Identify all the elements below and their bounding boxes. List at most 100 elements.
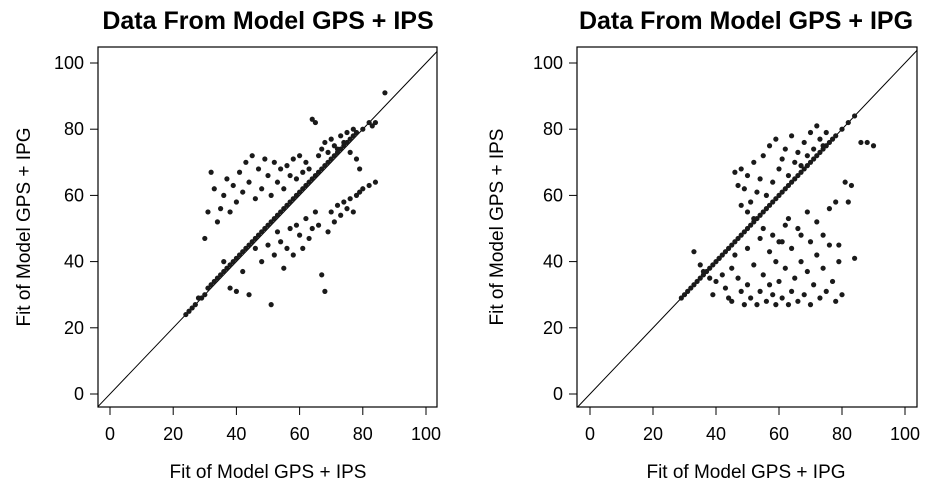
- left-data-point: [218, 272, 224, 278]
- right-data-point: [770, 199, 776, 205]
- left-data-point: [202, 235, 208, 242]
- right-data-point: [744, 245, 751, 251]
- left-data-point: [192, 302, 198, 308]
- right-data-point: [700, 268, 707, 275]
- left-data-point: [350, 133, 356, 139]
- left-data-point: [306, 235, 312, 242]
- right-data-point: [779, 295, 785, 301]
- left-data-point: [309, 116, 315, 122]
- right-data-point: [798, 169, 804, 175]
- right-data-point: [798, 232, 804, 238]
- left-x-tick-label: 20: [163, 424, 183, 444]
- left-data-point: [338, 133, 344, 139]
- right-data-point: [804, 153, 810, 159]
- right-data-point: [694, 278, 700, 285]
- right-data-point: [814, 252, 820, 258]
- right-data-point: [757, 235, 763, 242]
- left-data-point: [344, 206, 350, 212]
- left-data-point: [315, 153, 322, 159]
- right-data-point: [826, 139, 833, 146]
- right-data-point: [779, 156, 785, 162]
- right-data-point: [817, 149, 823, 155]
- right-data-point: [741, 186, 747, 192]
- right-data-point: [817, 136, 823, 142]
- right-data-point: [842, 179, 848, 185]
- left-data-point: [306, 166, 312, 172]
- right-data-point: [795, 172, 801, 179]
- right-data-point: [817, 295, 823, 301]
- left-data-point: [240, 189, 246, 195]
- left-data-point: [300, 169, 306, 175]
- left-data-point: [271, 215, 277, 222]
- left-data-point: [230, 182, 236, 189]
- right-data-point: [789, 288, 795, 294]
- right-data-point: [826, 242, 833, 248]
- right-y-tick-label: 60: [543, 185, 563, 205]
- right-data-point: [833, 133, 839, 139]
- left-data-point: [249, 239, 255, 245]
- left-data-point: [262, 225, 268, 232]
- right-data-point: [722, 285, 729, 291]
- left-data-point: [297, 232, 303, 238]
- right-data-point: [807, 129, 814, 136]
- left-x-tick-label: 80: [353, 424, 373, 444]
- left-data-point: [353, 192, 360, 198]
- left-data-point: [259, 259, 265, 265]
- right-data-point: [776, 166, 782, 172]
- right-y-tick-label: 20: [543, 318, 563, 338]
- right-y-tick-label: 40: [543, 252, 563, 272]
- left-data-point: [303, 182, 309, 189]
- right-data-point: [719, 252, 725, 258]
- right-plot-frame: [576, 46, 918, 408]
- left-data-point: [297, 153, 303, 159]
- right-data-point: [748, 222, 754, 228]
- left-data-point: [205, 209, 211, 215]
- left-data-point: [315, 222, 322, 228]
- right-data-point: [770, 232, 776, 238]
- left-data-point: [252, 235, 258, 242]
- left-data-point: [360, 186, 366, 192]
- left-data-point: [236, 252, 243, 258]
- right-data-point: [785, 182, 792, 189]
- right-data-point: [757, 288, 763, 294]
- right-data-point: [773, 259, 779, 265]
- right-chart: Data From Model GPS + IPG 0 20 40 60 80 100 0 2…: [487, 7, 920, 483]
- left-data-point: [199, 295, 205, 301]
- right-data-point: [779, 189, 785, 195]
- left-x-tick-label: 40: [226, 424, 246, 444]
- left-data-point: [293, 176, 300, 182]
- right-data-point: [741, 229, 747, 235]
- right-x-tick-label: 0: [585, 424, 595, 444]
- right-data-point: [814, 123, 820, 129]
- right-data-point: [732, 169, 738, 175]
- left-data-point: [341, 139, 347, 146]
- left-data-point: [233, 199, 239, 205]
- left-data-point: [268, 219, 274, 225]
- right-data-point: [766, 202, 773, 208]
- right-x-tick-label: 20: [643, 424, 663, 444]
- right-data-point: [713, 278, 719, 285]
- right-data-point: [839, 292, 845, 298]
- right-data-point: [744, 172, 751, 179]
- right-data-point: [735, 235, 741, 242]
- left-data-point: [243, 245, 249, 251]
- left-data-point: [366, 182, 372, 189]
- right-data-point: [845, 199, 851, 205]
- right-data-point: [757, 176, 763, 182]
- right-data-point: [697, 262, 703, 268]
- right-data-point: [744, 209, 751, 215]
- right-data-point: [757, 212, 763, 218]
- left-data-point: [252, 196, 258, 202]
- right-data-point: [833, 298, 839, 304]
- right-data-point: [751, 215, 757, 222]
- left-x-tick-label: 0: [105, 424, 115, 444]
- right-y-axis-label: Fit of Model GPS + IPS: [487, 129, 508, 326]
- left-data-point: [281, 265, 287, 271]
- right-data-point: [829, 278, 836, 285]
- left-axis-ticks: 0 20 40 60 80 100 0 20 40 60 80 100: [54, 53, 441, 444]
- left-data-point: [240, 249, 246, 255]
- right-data-point: [773, 136, 779, 142]
- left-y-tick-label: 20: [64, 318, 84, 338]
- right-data-point: [801, 292, 807, 298]
- right-data-point: [852, 255, 858, 261]
